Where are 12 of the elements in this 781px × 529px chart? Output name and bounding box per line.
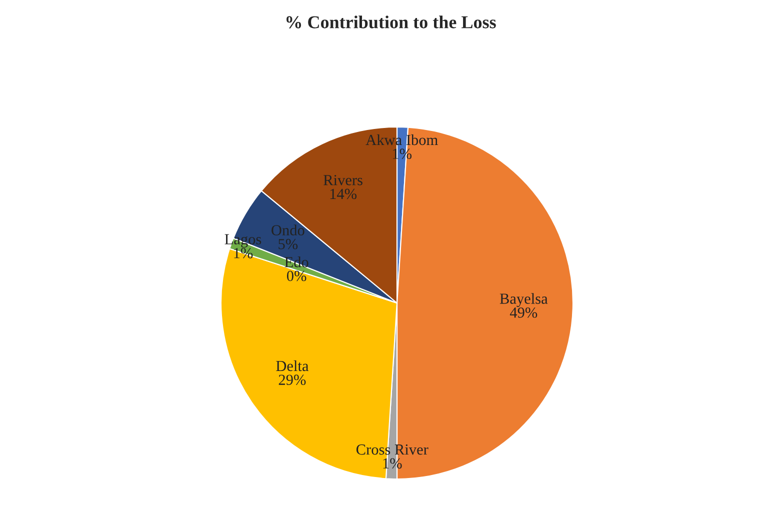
- data-label: 49%: [510, 307, 538, 318]
- chart-title: % Contribution to the Loss: [286, 16, 496, 28]
- text: 0%: [286, 270, 306, 282]
- data-label: 5%: [278, 238, 298, 250]
- data-label: 29%: [278, 374, 306, 386]
- slice-label: Ondo: [272, 224, 304, 236]
- data-label: 1%: [234, 248, 253, 258]
- slice-label: Bayelsa: [500, 293, 548, 307]
- data-label: 1%: [393, 148, 412, 159]
- slice-label: Delta: [276, 360, 309, 372]
- data-label: 14%: [330, 188, 357, 200]
- slice-label: Rivers: [324, 174, 362, 186]
